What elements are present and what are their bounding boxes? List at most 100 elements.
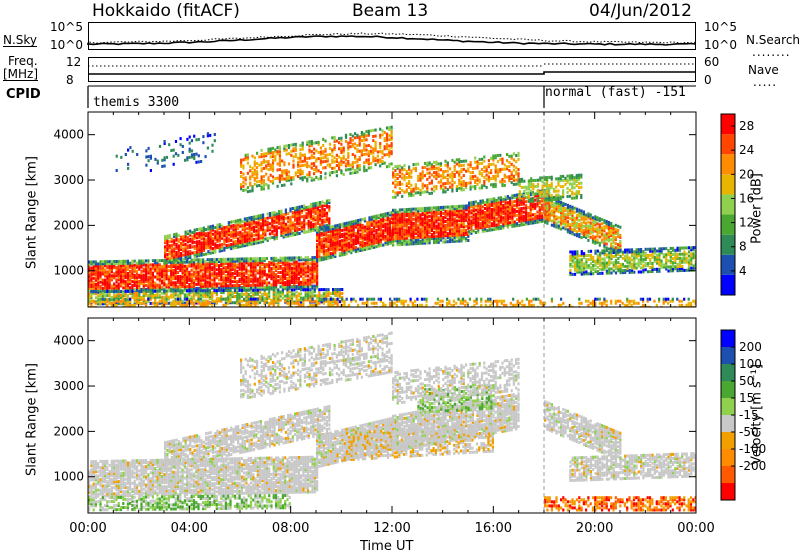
power-cell bbox=[318, 288, 321, 292]
power-cell bbox=[294, 226, 297, 230]
power-cell bbox=[377, 222, 380, 226]
power-cell bbox=[545, 192, 548, 196]
nave-tick-bottom: 0 bbox=[704, 73, 712, 87]
power-cell bbox=[117, 264, 120, 267]
power-cell bbox=[338, 247, 341, 251]
power-cell bbox=[329, 237, 332, 241]
power-cell bbox=[115, 268, 118, 272]
power-cell bbox=[414, 209, 417, 213]
power-cell bbox=[257, 228, 260, 232]
power-cell bbox=[370, 236, 373, 240]
power-cell bbox=[386, 232, 389, 236]
power-cell bbox=[282, 221, 285, 225]
power-cell bbox=[583, 256, 586, 260]
power-cell bbox=[332, 231, 335, 235]
power-cell bbox=[220, 276, 223, 280]
power-cell bbox=[129, 261, 132, 265]
power-cell bbox=[309, 223, 313, 227]
power-cell bbox=[209, 235, 212, 239]
power-cell bbox=[140, 288, 143, 291]
power-cell bbox=[571, 254, 574, 258]
power-cell bbox=[145, 269, 148, 273]
power-cell bbox=[119, 261, 123, 265]
power-cell bbox=[608, 251, 611, 255]
power-cell bbox=[88, 276, 91, 280]
power-cell bbox=[207, 235, 210, 239]
power-cell bbox=[119, 272, 123, 276]
power-cell bbox=[589, 229, 592, 233]
power-cell bbox=[423, 213, 427, 216]
power-cell bbox=[589, 221, 592, 225]
power-cell bbox=[309, 213, 313, 217]
power-cell bbox=[497, 227, 500, 231]
power-cell bbox=[373, 225, 376, 229]
power-cell bbox=[316, 221, 319, 225]
power-cell bbox=[214, 248, 217, 252]
power-cell bbox=[511, 224, 514, 228]
power-cell bbox=[94, 286, 97, 290]
power-cell bbox=[557, 204, 560, 208]
power-cell bbox=[449, 236, 452, 239]
power-cell bbox=[206, 280, 209, 284]
power-cell bbox=[410, 240, 413, 244]
power-cell bbox=[323, 208, 326, 212]
power-cell bbox=[307, 209, 310, 213]
power-cell bbox=[234, 235, 237, 239]
power-cell bbox=[506, 203, 509, 207]
power-cell bbox=[493, 199, 496, 203]
power-cell bbox=[115, 294, 118, 298]
power-cell bbox=[578, 260, 581, 264]
power-cell bbox=[455, 233, 458, 237]
power-cell bbox=[311, 286, 314, 290]
power-cell bbox=[213, 301, 216, 305]
power-cell bbox=[589, 255, 593, 259]
power-cell bbox=[603, 261, 606, 265]
power-cell bbox=[186, 252, 189, 256]
power-cell bbox=[272, 256, 275, 260]
power-cell bbox=[230, 220, 233, 224]
power-cell bbox=[193, 251, 196, 254]
power-cell bbox=[170, 245, 173, 249]
power-cell bbox=[338, 290, 341, 293]
power-cell bbox=[108, 262, 111, 266]
power-cell bbox=[229, 291, 232, 294]
power-cell bbox=[541, 199, 544, 203]
power-cell bbox=[122, 274, 125, 278]
power-cell bbox=[619, 269, 622, 273]
power-cell bbox=[262, 223, 265, 227]
power-cell bbox=[614, 242, 617, 246]
power-cell bbox=[231, 295, 234, 299]
power-cell bbox=[298, 207, 301, 211]
power-cell bbox=[90, 285, 93, 288]
power-cell bbox=[240, 275, 243, 279]
power-cell bbox=[295, 266, 298, 270]
power-cell bbox=[211, 232, 215, 236]
power-cell bbox=[190, 264, 193, 268]
power-cell bbox=[474, 200, 477, 204]
power-cell bbox=[216, 227, 219, 231]
power-cell bbox=[259, 226, 262, 230]
power-cell bbox=[332, 227, 335, 230]
power-cell bbox=[119, 282, 123, 286]
power-cell bbox=[164, 247, 167, 251]
power-cell bbox=[142, 286, 145, 289]
power-cell bbox=[605, 255, 608, 259]
power-cell bbox=[449, 238, 452, 242]
power-cell bbox=[280, 234, 283, 237]
power-cell bbox=[479, 209, 482, 213]
power-cell bbox=[312, 206, 315, 210]
power-cell bbox=[298, 217, 301, 221]
power-cell bbox=[247, 292, 250, 296]
power-cell bbox=[262, 240, 265, 244]
power-cell bbox=[300, 266, 303, 270]
power-cell bbox=[106, 274, 109, 278]
power-cell bbox=[410, 209, 413, 213]
power-cell bbox=[506, 197, 509, 201]
power-cell bbox=[261, 281, 264, 285]
power-cell bbox=[460, 210, 463, 214]
power-cell bbox=[238, 297, 241, 300]
power-cell bbox=[207, 225, 210, 229]
power-cell bbox=[265, 296, 268, 300]
freq-panel-frame bbox=[88, 57, 696, 82]
power-cell bbox=[486, 198, 489, 202]
